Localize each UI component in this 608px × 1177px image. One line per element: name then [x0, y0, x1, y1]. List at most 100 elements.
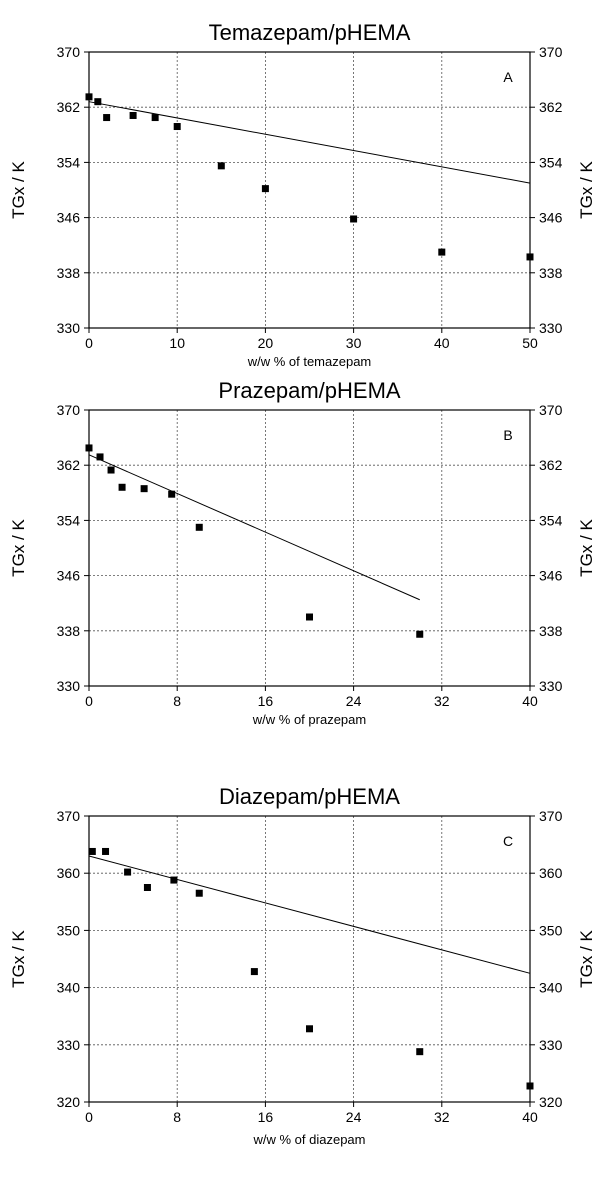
panel-label: A [503, 69, 513, 85]
data-point [107, 466, 115, 474]
x-tick-label: 50 [522, 335, 538, 351]
y-tick-label-right: 362 [539, 99, 563, 115]
y-tick-label-left: 338 [57, 265, 81, 281]
y-axis-label-left: TGx / K [9, 930, 28, 988]
panel-label: B [503, 427, 512, 443]
y-tick-label-left: 320 [57, 1094, 81, 1110]
y-tick-label-left: 370 [57, 402, 81, 418]
y-axis-label-right: TGx / K [577, 930, 596, 988]
y-tick-label-right: 346 [539, 210, 563, 226]
data-point [102, 847, 110, 855]
y-tick-label-left: 362 [57, 457, 81, 473]
data-point [416, 630, 424, 638]
x-tick-label: 40 [522, 1109, 538, 1125]
y-tick-label-right: 362 [539, 457, 563, 473]
y-tick-label-right: 354 [539, 154, 563, 170]
y-tick-label-right: 370 [539, 808, 563, 824]
data-point [140, 485, 148, 493]
data-point [124, 868, 132, 876]
plot-frame [88, 409, 531, 687]
x-tick-label: 24 [346, 693, 362, 709]
fit-line [88, 454, 420, 601]
y-tick-label-right: 360 [539, 865, 563, 881]
y-tick-label-right: 338 [539, 265, 563, 281]
x-tick-label: 0 [85, 1109, 93, 1125]
y-tick-label-left: 370 [57, 44, 81, 60]
data-point [416, 1048, 424, 1056]
y-tick-label-left: 346 [57, 568, 81, 584]
y-tick-label-right: 370 [539, 402, 563, 418]
x-tick-label: 24 [346, 1109, 362, 1125]
y-tick-label-right: 354 [539, 512, 563, 528]
plot-frame [88, 51, 531, 329]
y-tick-label-right: 350 [539, 922, 563, 938]
y-tick-label-right: 346 [539, 568, 563, 584]
data-point [88, 847, 96, 855]
data-point [350, 215, 358, 223]
x-tick-label: 20 [258, 335, 274, 351]
x-axis-label: w/w % of prazepam [252, 712, 366, 727]
y-tick-label-right: 330 [539, 1037, 563, 1053]
y-tick-label-left: 346 [57, 210, 81, 226]
y-axis-label-left: TGx / K [9, 519, 28, 577]
y-tick-label-right: 330 [539, 320, 563, 336]
x-tick-label: 8 [173, 693, 181, 709]
data-point [261, 185, 269, 193]
x-tick-label: 40 [434, 335, 450, 351]
data-point [438, 248, 446, 256]
y-tick-label-left: 330 [57, 678, 81, 694]
fit-line [88, 855, 531, 974]
y-tick-label-left: 330 [57, 1037, 81, 1053]
data-point [250, 968, 258, 976]
data-point [151, 114, 159, 122]
x-axis-label: w/w % of temazepam [247, 354, 372, 369]
data-point [195, 523, 203, 531]
y-tick-label-right: 370 [539, 44, 563, 60]
x-tick-label: 32 [434, 1109, 450, 1125]
x-axis-label: w/w % of diazepam [253, 1132, 366, 1147]
x-tick-label: 0 [85, 693, 93, 709]
x-tick-label: 0 [85, 335, 93, 351]
y-axis-label-right: TGx / K [577, 161, 596, 219]
data-point [103, 114, 111, 122]
data-point [173, 123, 181, 131]
data-point [170, 876, 178, 884]
data-point [306, 613, 313, 621]
data-point [306, 1025, 313, 1033]
y-tick-label-left: 330 [57, 320, 81, 336]
y-tick-label-left: 338 [57, 623, 81, 639]
plot-frame [88, 815, 531, 1103]
chart-title: Temazepam/pHEMA [209, 20, 411, 45]
data-point [129, 111, 137, 119]
y-tick-label-left: 362 [57, 99, 81, 115]
data-point [168, 490, 176, 498]
y-tick-label-right: 330 [539, 678, 563, 694]
x-tick-label: 30 [346, 335, 362, 351]
x-tick-label: 10 [169, 335, 185, 351]
x-tick-label: 8 [173, 1109, 181, 1125]
data-point [526, 253, 534, 261]
y-tick-label-left: 350 [57, 922, 81, 938]
y-axis-label-right: TGx / K [577, 519, 596, 577]
data-point [143, 884, 151, 891]
x-tick-label: 40 [522, 693, 538, 709]
chart-title: Diazepam/pHEMA [219, 784, 400, 809]
y-tick-label-left: 360 [57, 865, 81, 881]
chart-title: Prazepam/pHEMA [218, 378, 401, 403]
data-point [217, 162, 225, 170]
data-point [94, 98, 102, 106]
y-tick-label-left: 354 [57, 512, 81, 528]
x-tick-label: 16 [258, 1109, 274, 1125]
data-point [118, 483, 126, 491]
data-point [96, 453, 104, 461]
data-point [85, 444, 93, 452]
panel-label: C [503, 833, 513, 849]
y-tick-label-left: 370 [57, 808, 81, 824]
x-tick-label: 32 [434, 693, 450, 709]
data-point [195, 889, 203, 897]
y-tick-label-right: 340 [539, 980, 563, 996]
